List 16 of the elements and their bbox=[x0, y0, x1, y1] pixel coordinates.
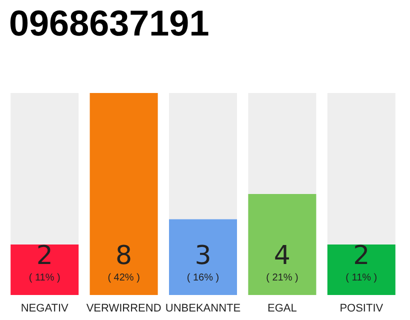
data-label: 8 bbox=[116, 241, 132, 271]
x-tick-label: EGAL bbox=[268, 302, 297, 314]
data-label: 2 bbox=[36, 241, 53, 271]
annotation: ( 16% ) bbox=[186, 272, 220, 284]
annotation: ( 42% ) bbox=[108, 272, 140, 284]
x-tick-label: POSITIV bbox=[340, 302, 384, 314]
data-label: 4 bbox=[274, 241, 290, 271]
chart-title: 0968637191 bbox=[9, 2, 210, 44]
x-tick-label: NEGATIV bbox=[20, 302, 69, 314]
x-tick-label: VERWIRREND bbox=[86, 302, 162, 314]
annotation: ( 11% ) bbox=[346, 272, 378, 284]
data-label: 3 bbox=[194, 241, 212, 271]
annotation: ( 21% ) bbox=[266, 272, 298, 284]
annotation: ( 11% ) bbox=[28, 272, 60, 284]
data-label: 2 bbox=[353, 241, 370, 271]
x-tick-label: UNBEKANNTE bbox=[165, 302, 241, 314]
